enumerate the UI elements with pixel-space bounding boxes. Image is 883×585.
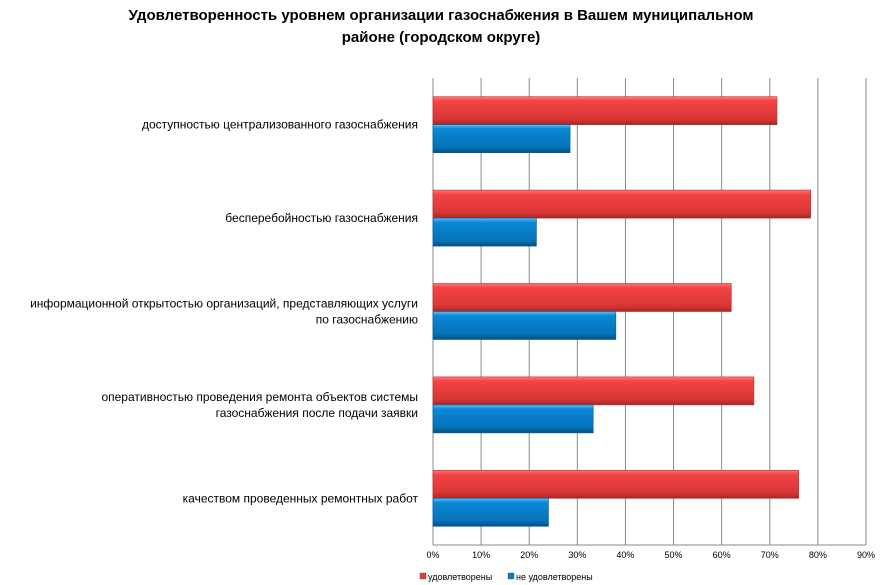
- legend-label: удовлетворены: [428, 572, 492, 582]
- x-tick-label: 30%: [568, 550, 586, 560]
- x-tick-label: 0%: [426, 550, 439, 560]
- x-tick-label: 10%: [472, 550, 490, 560]
- bar-satisfied: [432, 96, 778, 125]
- x-tick-label: 80%: [809, 550, 827, 560]
- bar-satisfied: [432, 283, 732, 312]
- category-label: информационной открытостью организаций, …: [30, 297, 418, 311]
- category-label: доступностью централизованного газоснабж…: [142, 118, 418, 132]
- bar-satisfied: [432, 376, 755, 406]
- x-tick-label: 50%: [665, 550, 683, 560]
- x-tick-label: 20%: [520, 550, 538, 560]
- x-tick-label: 70%: [761, 550, 779, 560]
- category-label: газоснабжения после подачи заявки: [216, 406, 418, 420]
- x-tick-label: 60%: [713, 550, 731, 560]
- legend-swatch: [419, 572, 427, 580]
- legend-label: не удовлетворены: [516, 572, 593, 582]
- x-tick-label: 40%: [616, 550, 634, 560]
- x-tick-label: 90%: [857, 550, 875, 560]
- category-label: бесперебойностью газоснабжения: [225, 211, 418, 225]
- chart-title: Удовлетворенность уровнем организации га…: [129, 7, 754, 24]
- bar-not-satisfied: [432, 311, 617, 340]
- bar-not-satisfied: [432, 217, 537, 247]
- bar-not-satisfied: [432, 124, 571, 153]
- bar-not-satisfied: [432, 404, 594, 434]
- legend-swatch: [507, 572, 515, 580]
- category-label: оперативностью проведения ремонта объект…: [101, 390, 418, 404]
- category-label: по газоснабжению: [316, 313, 418, 327]
- chart-title: районе (городском округе): [342, 29, 541, 46]
- bar-satisfied: [432, 189, 811, 219]
- category-label: качеством проведенных ремонтных работ: [183, 491, 419, 505]
- bar-satisfied: [432, 469, 799, 499]
- bar-not-satisfied: [432, 497, 549, 527]
